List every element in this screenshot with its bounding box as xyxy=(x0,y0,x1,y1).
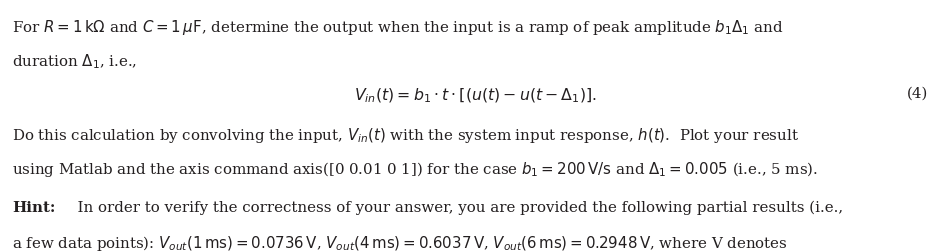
Text: Hint:: Hint: xyxy=(12,201,56,215)
Text: (4): (4) xyxy=(907,87,928,101)
Text: Do this calculation by convolving the input, $V_{in}(t)$ with the system input r: Do this calculation by convolving the in… xyxy=(12,125,800,145)
Text: $V_{in}(t) = b_1 \cdot t \cdot [(u(t) - u(t - \Delta_1)].$: $V_{in}(t) = b_1 \cdot t \cdot [(u(t) - … xyxy=(354,87,597,105)
Text: duration $\Delta_1$, i.e.,: duration $\Delta_1$, i.e., xyxy=(12,53,138,71)
Text: In order to verify the correctness of your answer, you are provided the followin: In order to verify the correctness of yo… xyxy=(68,201,844,215)
Text: using Matlab and the axis command axis([0 0.01 0 1]) for the case $b_1 = 200\,\m: using Matlab and the axis command axis([… xyxy=(12,160,819,179)
Text: a few data points): $V_{out}(1\,\mathrm{ms}) = 0.0736\,\mathrm{V}$, $V_{out}(4\,: a few data points): $V_{out}(1\,\mathrm{… xyxy=(12,235,788,252)
Text: For $R = 1\,\mathrm{k}\Omega$ and $C = 1\,\mu\mathrm{F}$, determine the output w: For $R = 1\,\mathrm{k}\Omega$ and $C = 1… xyxy=(12,18,784,37)
